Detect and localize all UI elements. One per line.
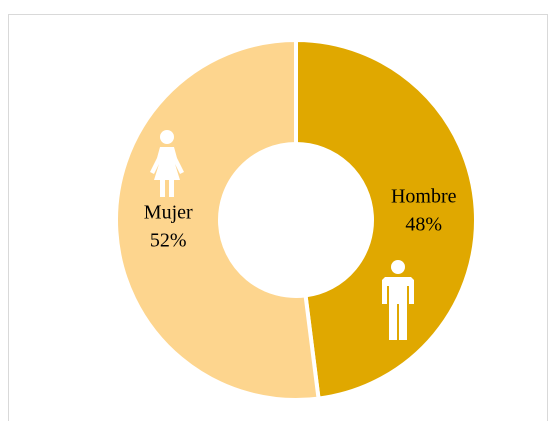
donut-slice — [114, 37, 321, 402]
donut-slice — [294, 37, 478, 401]
slices — [114, 37, 478, 402]
labels: Hombre 48% Mujer 52% — [144, 186, 457, 252]
value-label: 52% — [150, 230, 187, 252]
value-label: 48% — [405, 214, 442, 236]
category-label: Hombre — [391, 186, 457, 208]
woman-icon — [150, 130, 184, 197]
man-icon — [382, 260, 414, 340]
category-label: Mujer — [144, 202, 193, 224]
